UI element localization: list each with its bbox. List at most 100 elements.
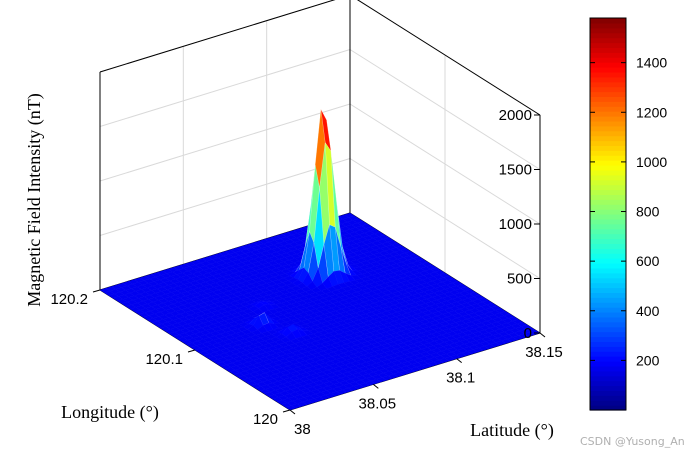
colorbar-swatch <box>590 351 626 357</box>
colorbar-tick-label: 400 <box>636 303 660 319</box>
colorbar-swatch <box>590 302 626 308</box>
x-tick-label: 120 <box>253 411 278 428</box>
colorbar-swatch <box>590 321 626 328</box>
colorbar-swatch <box>590 395 626 401</box>
colorbar-swatch <box>590 194 626 200</box>
colorbar-tick-label: 800 <box>636 204 660 220</box>
tick-labels: 0 500 1000 1500 2000 120 120.1 120.2 38 38.05 38.1… <box>50 107 562 438</box>
colorbar-swatch <box>590 71 626 78</box>
colorbar-swatch <box>590 67 626 73</box>
colorbar-swatch <box>590 184 626 191</box>
colorbar-swatch <box>590 356 626 362</box>
colorbar-swatch <box>590 375 626 382</box>
x-tick-mark <box>282 409 291 413</box>
colorbar-swatch <box>590 91 626 97</box>
colorbar-swatch <box>590 120 626 127</box>
surface-patch <box>285 405 297 411</box>
colorbar-swatch <box>590 125 626 132</box>
colorbar-swatch <box>590 179 626 186</box>
colorbar-swatch <box>590 287 626 293</box>
colorbar-swatch <box>590 106 626 112</box>
colorbar-swatch <box>590 380 626 387</box>
z-tick-label: 0 <box>524 325 532 342</box>
grid-line <box>99 49 351 127</box>
colorbar-swatch <box>590 292 626 298</box>
colorbar-swatch <box>590 238 626 244</box>
z-tick-label: 1000 <box>499 216 532 233</box>
z-tick-label: 2000 <box>499 107 532 124</box>
y-tick-mark <box>456 358 462 364</box>
colorbar-swatch <box>590 155 626 161</box>
colorbar-swatch <box>590 86 626 93</box>
y-tick-label: 38.1 <box>446 370 475 387</box>
colorbar-swatch <box>590 228 626 235</box>
y-tick-label: 38 <box>294 421 311 438</box>
colorbar-swatch <box>590 365 626 372</box>
x-tick-label: 120.1 <box>145 351 183 368</box>
colorbar-swatch <box>590 277 626 284</box>
colorbar-tick-label: 600 <box>636 253 660 269</box>
y-tick-mark <box>373 383 379 389</box>
colorbar-swatch <box>590 130 626 137</box>
colorbar-swatch <box>590 18 626 24</box>
colorbar-swatch <box>590 331 626 338</box>
grid-line <box>99 103 351 182</box>
colorbar-frame <box>589 17 627 411</box>
colorbar-tick-label: 200 <box>636 352 660 368</box>
colorbar-swatch <box>590 160 626 166</box>
colorbar-swatch <box>590 326 626 333</box>
colorbar-swatch <box>590 140 626 146</box>
colorbar-swatch <box>590 174 626 181</box>
colorbar-tick-label: 1200 <box>636 104 667 120</box>
colorbar-swatch <box>590 150 626 156</box>
colorbar-swatch <box>590 248 626 254</box>
y-tick-label: 38.15 <box>525 344 563 361</box>
colorbar-swatch <box>590 258 626 264</box>
colorbar-tick-label: 1400 <box>636 55 667 71</box>
x-tick-mark <box>92 289 101 293</box>
y-tick-mark <box>539 332 546 338</box>
x-tick-label: 120.2 <box>50 291 88 308</box>
y-tick-label: 38.05 <box>359 395 397 412</box>
colorbar-swatch <box>590 57 626 63</box>
colorbar-swatch <box>590 37 626 44</box>
back-wall-lon <box>100 0 350 290</box>
colorbar-tick-label: 1000 <box>636 154 667 170</box>
colorbar-swatch <box>590 165 626 171</box>
colorbar-swatch <box>590 390 626 396</box>
colorbar: 200 400 600 800 1000 1200 1400 <box>589 17 667 411</box>
colorbar-swatch <box>590 47 626 53</box>
colorbar-swatch <box>590 243 626 249</box>
colorbar-swatch <box>590 223 626 230</box>
colorbar-swatch <box>590 81 626 88</box>
colorbar-swatch <box>590 346 626 352</box>
z-tick-label: 1500 <box>499 162 532 179</box>
colorbar-swatch <box>590 169 626 176</box>
colorbar-swatch <box>590 233 626 240</box>
colorbar-swatch <box>590 101 626 107</box>
colorbar-swatch <box>590 145 626 151</box>
colorbar-swatch <box>590 42 626 48</box>
colorbar-swatch <box>590 263 626 269</box>
colorbar-swatch <box>590 27 626 34</box>
colorbar-swatch <box>590 189 626 195</box>
colorbar-swatch <box>590 282 626 289</box>
colorbar-swatch <box>590 204 626 210</box>
colorbar-swatch <box>590 62 626 68</box>
colorbar-swatch <box>590 341 626 347</box>
colorbar-swatch <box>590 336 626 342</box>
x-tick-mark <box>187 349 196 353</box>
colorbar-swatch <box>590 22 626 29</box>
colorbar-swatch <box>590 209 626 215</box>
colorbar-swatch <box>590 116 626 122</box>
colorbar-swatch <box>590 272 626 279</box>
box-edge <box>99 0 336 73</box>
colorbar-swatch <box>590 307 626 313</box>
colorbar-swatch <box>590 297 626 303</box>
surface-mesh <box>99 108 541 411</box>
y-tick-mark <box>289 409 296 415</box>
colorbar-swatch <box>590 253 626 259</box>
z-axis-label: Magnetic Field Intensity (nT) <box>24 93 45 306</box>
colorbar-swatch <box>590 199 626 205</box>
